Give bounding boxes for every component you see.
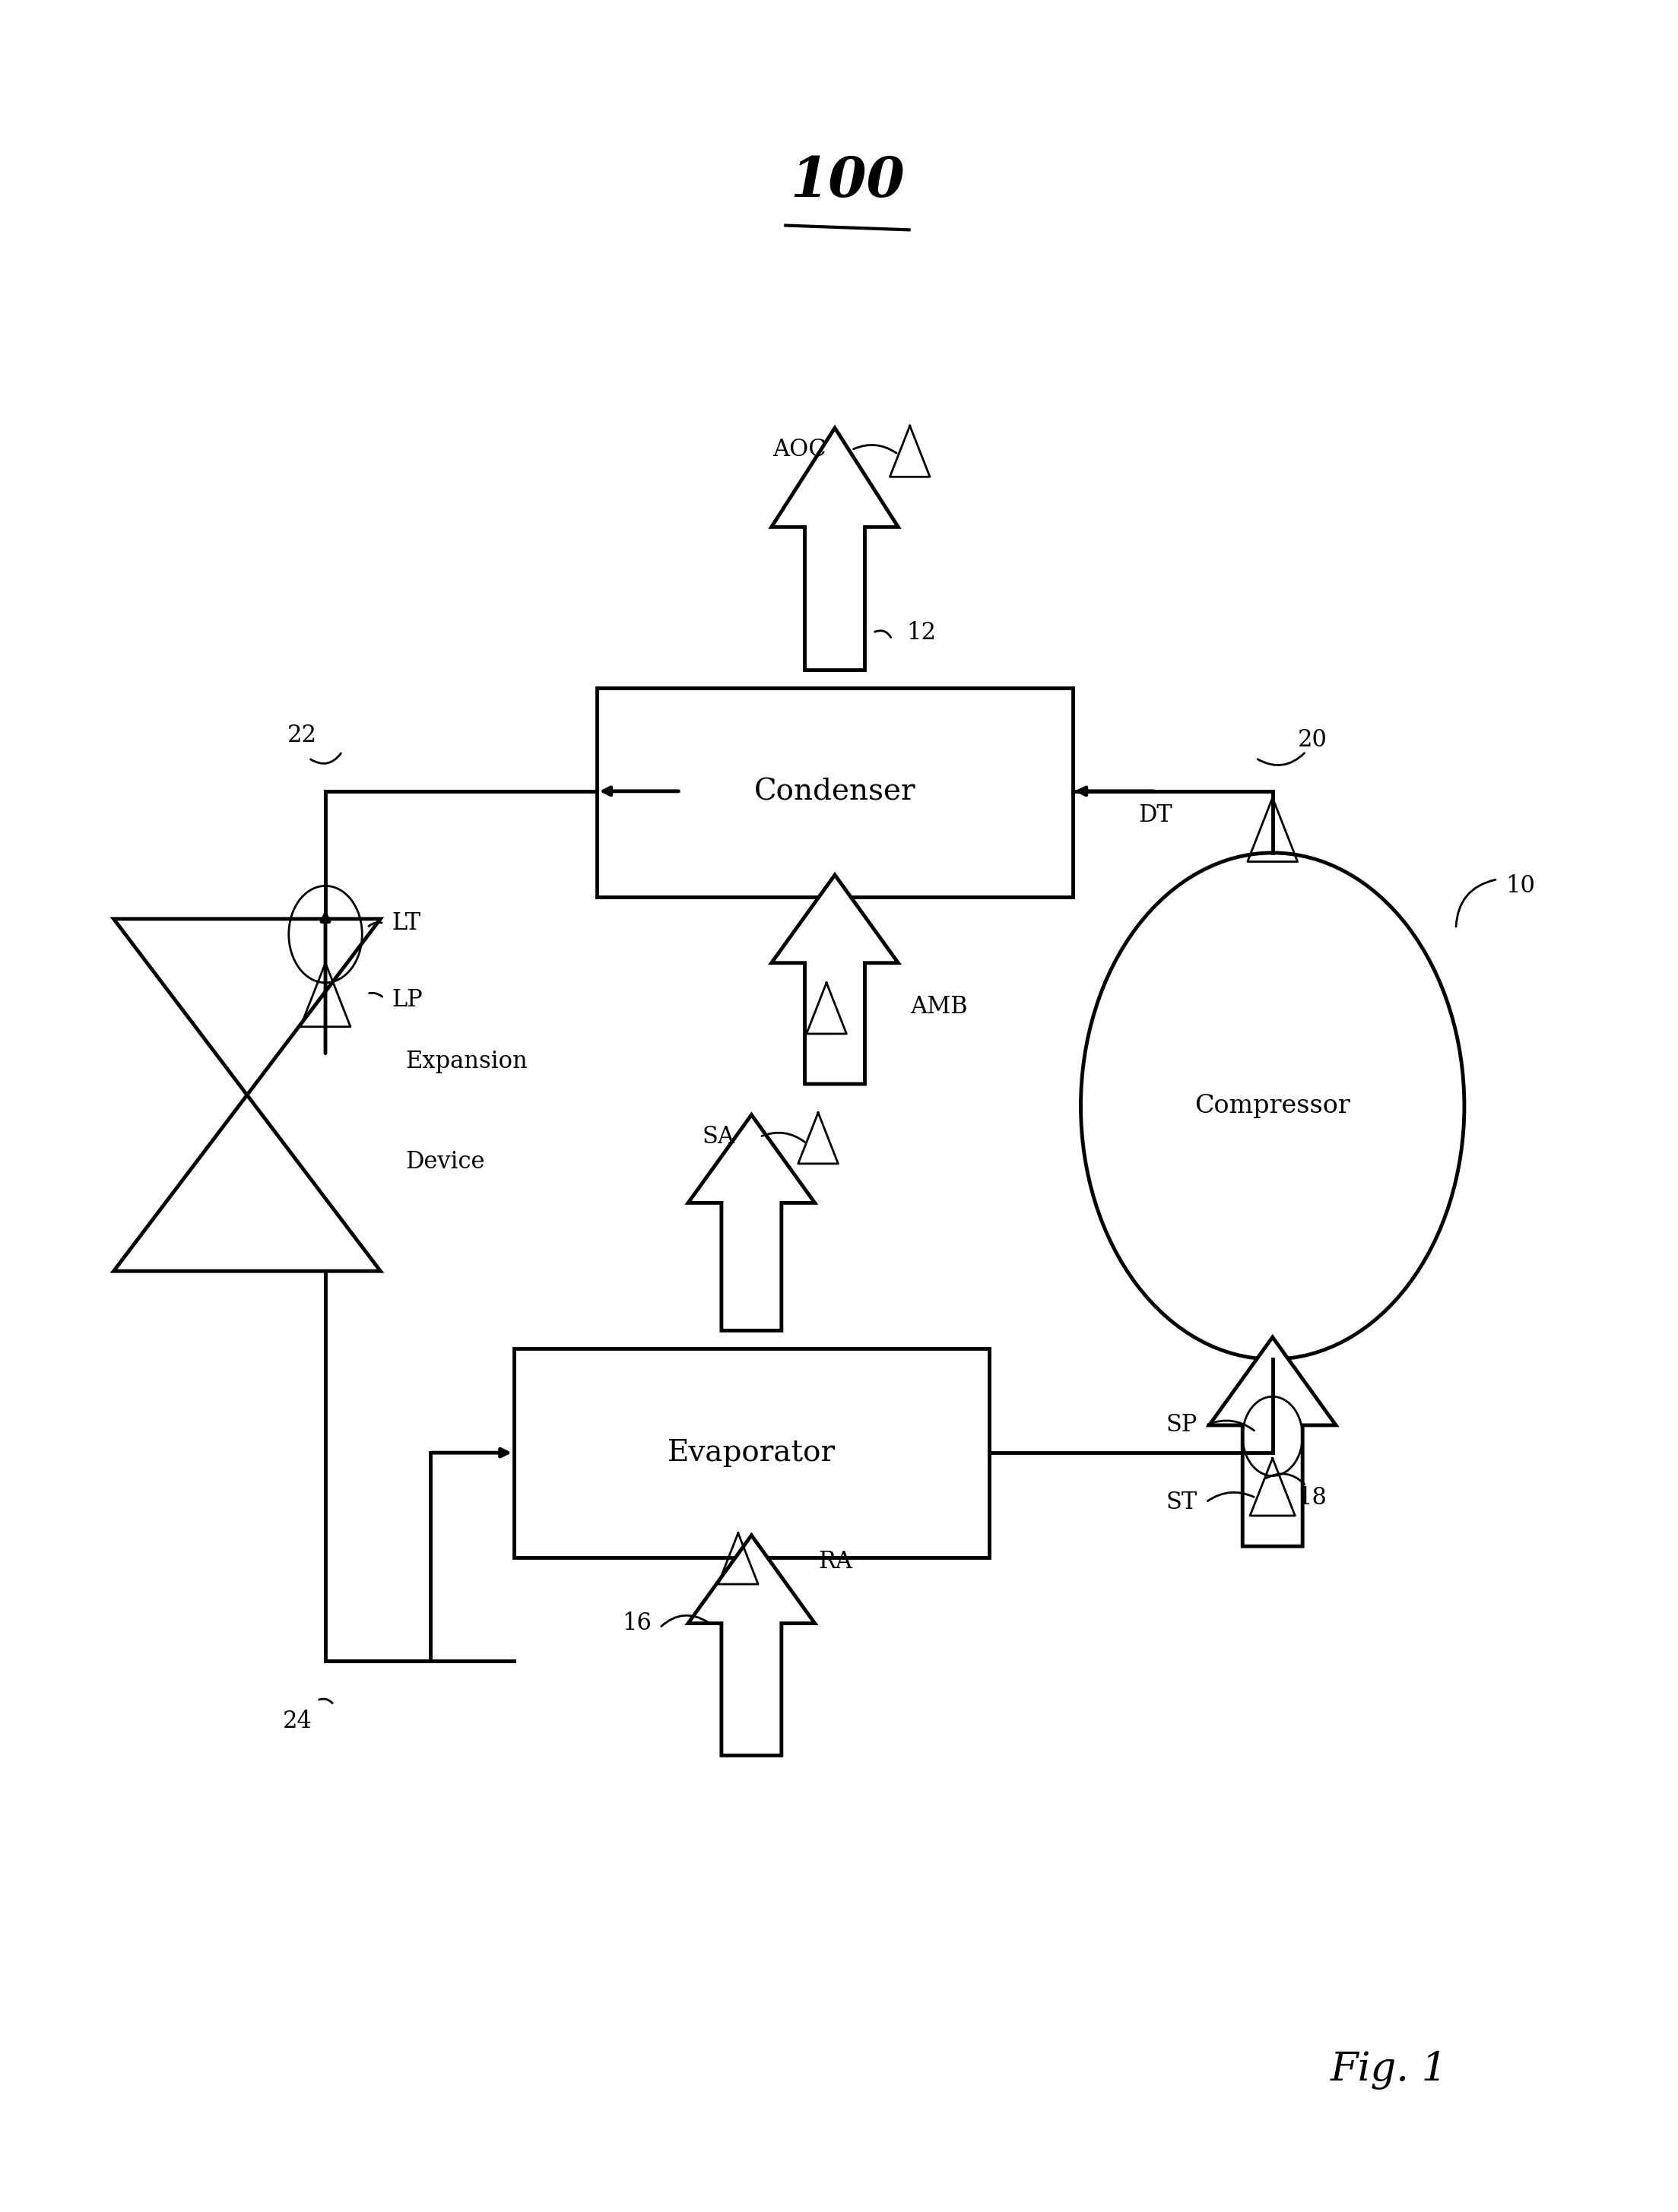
Text: 100: 100 xyxy=(790,155,904,208)
Text: Evaporator: Evaporator xyxy=(668,1438,836,1467)
Text: 16: 16 xyxy=(623,1613,651,1635)
Text: Expansion: Expansion xyxy=(406,1048,527,1073)
Polygon shape xyxy=(114,918,381,1095)
Polygon shape xyxy=(688,1115,816,1332)
Text: SA: SA xyxy=(701,1126,735,1148)
Text: Device: Device xyxy=(406,1150,485,1175)
Text: AMB: AMB xyxy=(909,995,967,1020)
Polygon shape xyxy=(597,688,1072,896)
Text: 22: 22 xyxy=(287,723,317,748)
Text: 10: 10 xyxy=(1505,874,1535,898)
Polygon shape xyxy=(114,1095,381,1272)
Text: 12: 12 xyxy=(906,622,936,644)
Text: AOC: AOC xyxy=(774,438,827,462)
Polygon shape xyxy=(1210,1336,1336,1546)
Text: SP: SP xyxy=(1166,1413,1198,1438)
Text: 24: 24 xyxy=(282,1710,312,1732)
Text: ST: ST xyxy=(1166,1491,1198,1513)
Circle shape xyxy=(1081,854,1465,1358)
Text: Condenser: Condenser xyxy=(753,779,916,807)
Text: 20: 20 xyxy=(1297,728,1327,752)
Polygon shape xyxy=(772,427,898,670)
Polygon shape xyxy=(772,876,898,1084)
Polygon shape xyxy=(688,1535,816,1756)
Text: Fig. 1: Fig. 1 xyxy=(1331,2051,1448,2090)
Text: Compressor: Compressor xyxy=(1195,1095,1351,1117)
Text: LP: LP xyxy=(393,989,423,1013)
Text: DT: DT xyxy=(1139,803,1173,827)
Text: LT: LT xyxy=(393,911,421,936)
Polygon shape xyxy=(513,1347,988,1557)
Text: 18: 18 xyxy=(1297,1486,1327,1509)
Text: RA: RA xyxy=(819,1551,852,1573)
